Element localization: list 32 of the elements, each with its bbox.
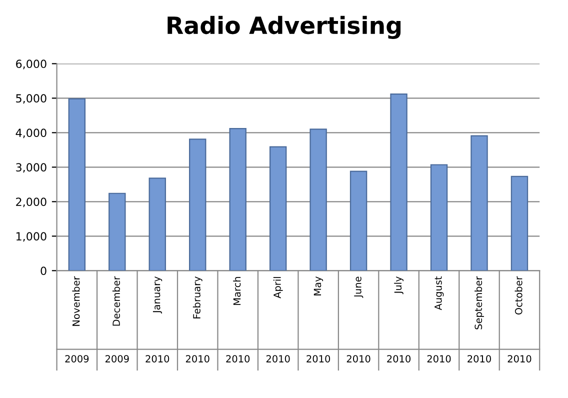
y-tick-label: 3,000	[16, 163, 46, 173]
y-tick-label: 4,000	[16, 128, 46, 138]
category-label: February 2010	[186, 276, 210, 362]
category-label: April 2010	[266, 277, 290, 362]
y-tick-label: 2,000	[16, 198, 46, 208]
category-label: December 2009	[105, 276, 129, 362]
bar	[229, 128, 246, 271]
bar	[148, 178, 166, 271]
category-label: July 2010	[387, 276, 411, 362]
bar	[269, 146, 287, 271]
bar	[350, 170, 368, 271]
y-tick-label: 5,000	[16, 94, 46, 104]
category-label: January 2010	[146, 276, 170, 362]
bar	[510, 176, 528, 271]
bar	[310, 128, 327, 271]
bar	[470, 135, 488, 271]
category-label: September 2010	[468, 276, 491, 362]
category-label: June 2010	[346, 276, 370, 362]
bar	[189, 138, 206, 271]
category-label: March 2010	[226, 277, 250, 362]
category-label: May 2010	[306, 276, 330, 362]
bar	[430, 164, 448, 271]
chart-title: Radio Advertising	[168, 16, 401, 39]
bar	[390, 93, 408, 271]
y-tick-label: 0	[40, 266, 46, 276]
bar	[68, 98, 86, 271]
y-tick-label: 1,000	[16, 232, 46, 242]
y-tick-label: 6,000	[16, 60, 46, 70]
category-label: October 2010	[508, 276, 532, 362]
bar	[108, 192, 126, 271]
category-label: November 2009	[65, 276, 89, 362]
category-label: August 2010	[427, 276, 451, 362]
